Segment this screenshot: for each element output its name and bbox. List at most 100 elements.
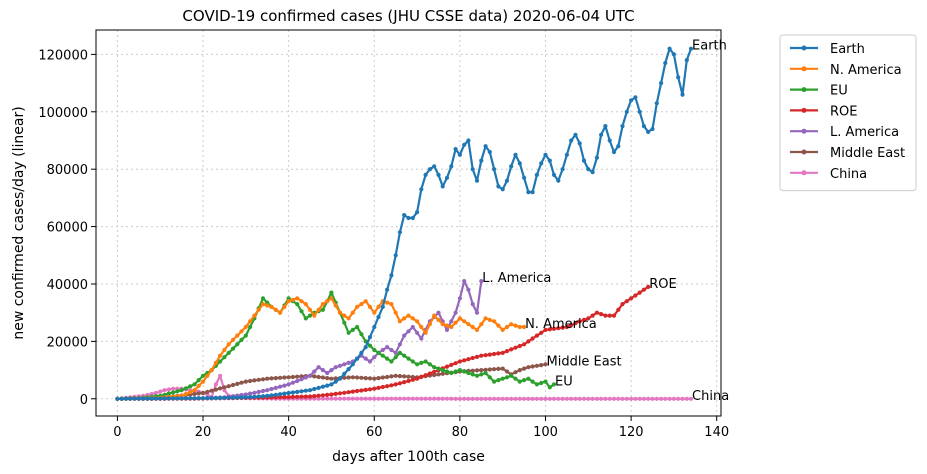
data-point xyxy=(624,299,629,304)
data-point xyxy=(393,355,398,360)
data-point xyxy=(171,386,176,391)
data-point xyxy=(594,155,600,160)
data-point xyxy=(359,302,364,307)
data-point xyxy=(440,368,445,373)
data-point xyxy=(432,372,437,378)
data-point xyxy=(427,167,432,172)
data-point xyxy=(603,124,608,129)
data-point xyxy=(397,319,402,324)
data-point xyxy=(350,396,355,401)
data-point xyxy=(329,392,334,397)
data-point xyxy=(158,389,163,394)
data-point xyxy=(282,391,287,396)
data-point xyxy=(230,395,236,400)
data-point xyxy=(226,350,231,355)
data-point xyxy=(235,381,240,386)
data-point xyxy=(385,374,390,380)
data-point xyxy=(278,375,283,380)
data-point xyxy=(466,322,471,327)
data-point xyxy=(346,330,351,335)
data-point xyxy=(115,396,120,401)
data-point xyxy=(252,313,257,318)
data-point xyxy=(295,296,300,301)
data-point xyxy=(543,396,548,401)
data-point xyxy=(569,396,574,401)
data-point xyxy=(320,375,325,380)
data-point xyxy=(590,313,595,318)
data-point xyxy=(517,379,522,384)
data-point xyxy=(316,374,321,380)
data-point xyxy=(522,366,527,371)
legend-item: L. America xyxy=(790,125,899,140)
data-point xyxy=(346,396,351,401)
data-point xyxy=(192,382,197,387)
data-point xyxy=(278,310,283,315)
data-point xyxy=(479,372,484,377)
y-tick-label: 80000 xyxy=(47,163,88,178)
data-point xyxy=(500,187,505,192)
data-point xyxy=(380,304,385,309)
data-point xyxy=(487,375,492,380)
series-end-label: China xyxy=(692,389,729,404)
data-point xyxy=(179,396,184,401)
data-point xyxy=(209,368,214,373)
data-point xyxy=(492,396,497,401)
data-point xyxy=(248,324,253,330)
data-point xyxy=(307,313,313,318)
data-point xyxy=(492,351,497,357)
data-point xyxy=(517,343,522,349)
data-point xyxy=(594,396,600,401)
data-point xyxy=(171,396,176,401)
data-point xyxy=(641,396,647,401)
y-tick-label: 40000 xyxy=(47,278,88,293)
data-point xyxy=(423,330,428,335)
data-point xyxy=(402,213,407,218)
y-ticks: 0 20000 40000 60000 80000 100000 120000 xyxy=(38,48,96,408)
data-point xyxy=(230,337,236,342)
data-point xyxy=(213,395,218,401)
data-point xyxy=(376,376,381,381)
data-point xyxy=(200,373,206,378)
data-point xyxy=(462,142,467,147)
data-point xyxy=(235,333,240,338)
data-point xyxy=(260,296,266,301)
plot-area xyxy=(95,29,722,417)
data-point xyxy=(380,347,385,353)
data-point xyxy=(479,368,484,373)
data-point xyxy=(273,376,278,381)
data-point xyxy=(372,386,377,391)
data-point xyxy=(539,161,544,166)
data-point xyxy=(684,396,689,401)
data-point xyxy=(492,379,497,384)
data-point xyxy=(290,390,295,395)
data-point xyxy=(355,356,360,361)
data-point xyxy=(444,327,450,332)
data-point xyxy=(436,396,441,401)
data-point xyxy=(389,383,394,388)
data-point xyxy=(171,390,176,395)
data-point xyxy=(534,382,540,387)
data-point xyxy=(500,327,505,332)
data-point xyxy=(432,396,437,401)
data-point xyxy=(329,396,334,401)
x-tick-label: 80 xyxy=(452,425,469,440)
data-point xyxy=(329,376,334,381)
data-point xyxy=(397,350,402,355)
series-end-label: N. America xyxy=(525,317,597,332)
data-point xyxy=(222,355,227,360)
data-point xyxy=(530,336,535,341)
data-point xyxy=(427,322,432,327)
data-point xyxy=(256,389,261,394)
x-tick-label: 20 xyxy=(195,425,212,440)
legend-swatch-marker xyxy=(801,107,807,113)
data-point xyxy=(342,362,347,367)
data-point xyxy=(586,167,591,172)
data-point xyxy=(419,336,424,341)
data-point xyxy=(530,190,535,195)
data-point xyxy=(509,396,514,401)
data-point xyxy=(440,184,445,189)
data-point xyxy=(564,396,570,401)
data-point xyxy=(449,164,454,169)
data-point xyxy=(457,368,462,373)
